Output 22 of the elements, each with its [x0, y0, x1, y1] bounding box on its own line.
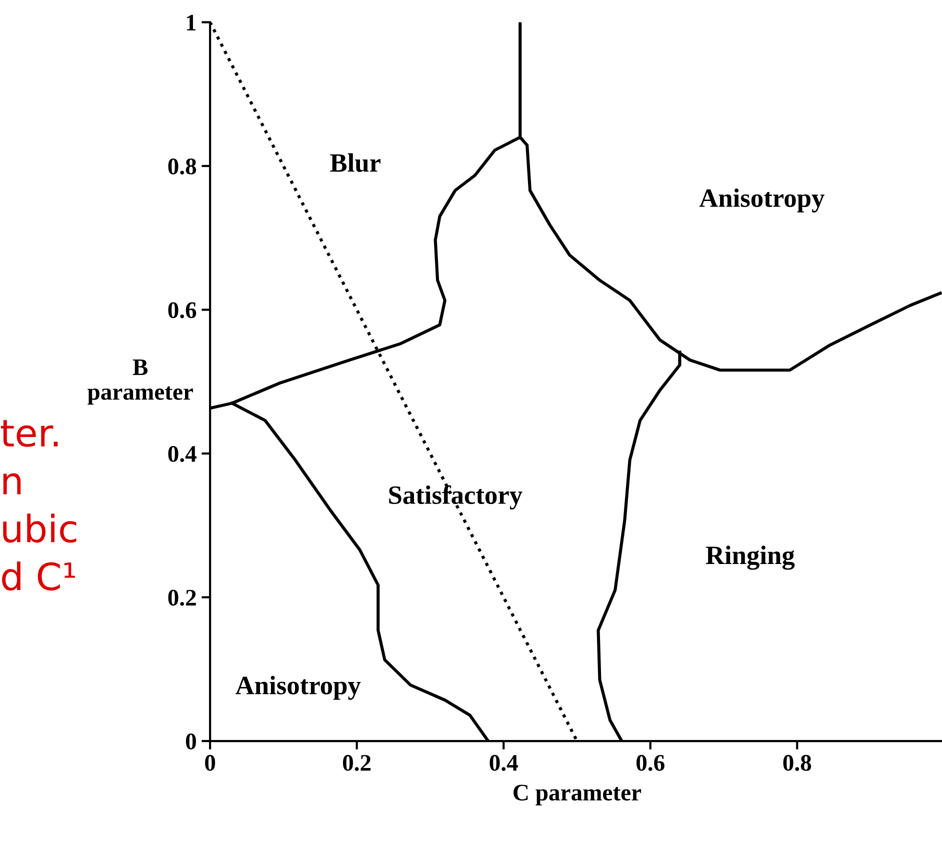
annotation: Anisotropy	[236, 676, 361, 700]
text: ter.	[1, 420, 58, 447]
annotation: Satisfactory	[389, 485, 522, 510]
text: n	[3, 473, 21, 494]
annotation: Blur	[330, 153, 380, 172]
y-axis-title: B parameter	[88, 360, 193, 405]
x-tick-label: 0.4	[490, 754, 518, 771]
text: ubic	[3, 514, 76, 543]
text: d C¹	[2, 562, 75, 591]
y-tick-label: 0.4	[168, 446, 196, 462]
y-tick-label: 0.8	[168, 158, 196, 175]
annotation: Anisotropy	[699, 188, 824, 212]
y-tick-label: 0.2	[168, 590, 196, 606]
y-tick-label: 0.6	[168, 302, 196, 318]
y-tick-label: 0	[186, 734, 196, 750]
x-tick-label: 0.6	[636, 754, 664, 771]
y-tick-label: 1	[186, 14, 196, 30]
x-tick-label: 0	[205, 754, 216, 771]
x-tick-label: 0.8	[783, 754, 812, 771]
x-axis-title: C parameter	[514, 784, 642, 806]
annotation: Ringing	[706, 546, 795, 570]
x-tick-label: 0.2	[342, 754, 371, 771]
